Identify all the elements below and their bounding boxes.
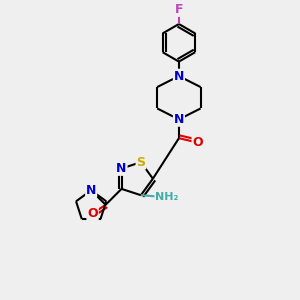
Text: N: N (86, 184, 96, 197)
Text: O: O (192, 136, 203, 149)
Text: NH₂: NH₂ (155, 192, 178, 202)
Text: O: O (87, 207, 98, 220)
Text: N: N (174, 70, 184, 83)
Text: S: S (136, 156, 146, 169)
Text: N: N (116, 162, 127, 175)
Text: N: N (174, 113, 184, 126)
Text: F: F (175, 3, 183, 16)
